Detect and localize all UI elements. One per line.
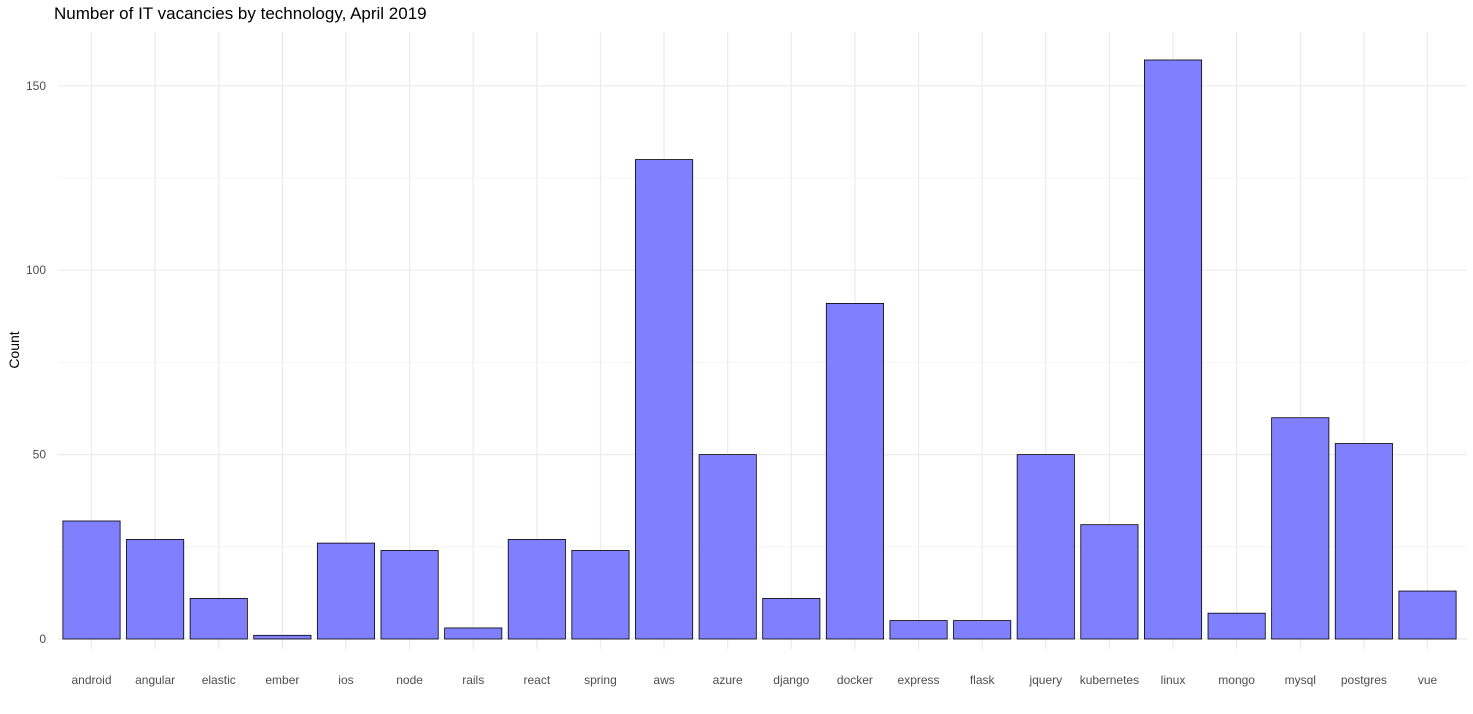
x-tick-label: jquery <box>1028 673 1062 687</box>
x-tick-label: react <box>523 673 550 687</box>
x-tick-label: elastic <box>202 673 236 687</box>
x-tick-label: node <box>396 673 423 687</box>
bar-angular <box>126 539 185 640</box>
x-tick-label: express <box>898 673 940 687</box>
bar-elastic <box>189 598 248 640</box>
bar-vue <box>1398 590 1457 640</box>
bar-node <box>380 550 439 640</box>
x-tick-label: linux <box>1161 673 1186 687</box>
y-tick-label: 50 <box>33 448 47 462</box>
bar-azure <box>698 454 757 640</box>
x-tick-label: angular <box>135 673 175 687</box>
bar-aws <box>635 159 694 640</box>
x-tick-label: flask <box>970 673 996 687</box>
bar-rails <box>444 627 503 640</box>
x-tick-label: rails <box>462 673 484 687</box>
x-tick-label: kubernetes <box>1080 673 1139 687</box>
x-tick-label: postgres <box>1341 673 1387 687</box>
bar-postgres <box>1334 443 1393 640</box>
x-tick-label: ios <box>338 673 353 687</box>
bar-mongo <box>1207 612 1266 640</box>
bar-mysql <box>1271 417 1330 640</box>
x-tick-label: ember <box>265 673 299 687</box>
x-tick-label: spring <box>584 673 617 687</box>
bar-spring <box>571 550 630 640</box>
bar-android <box>62 520 121 640</box>
bar-ember <box>253 634 312 640</box>
bar-ios <box>316 542 376 640</box>
bar-linux <box>1143 59 1203 640</box>
x-tick-label: mongo <box>1218 673 1255 687</box>
bar-express <box>889 620 948 640</box>
bar-jquery <box>1016 454 1075 640</box>
x-tick-label: android <box>71 673 111 687</box>
x-tick-label: docker <box>837 673 873 687</box>
x-tick-label: django <box>773 673 809 687</box>
bar-react <box>507 539 566 640</box>
y-tick-label: 100 <box>26 263 46 277</box>
x-tick-label: azure <box>713 673 743 687</box>
y-tick-label: 0 <box>39 632 46 646</box>
y-tick-label: 150 <box>26 79 46 93</box>
chart-title: Number of IT vacancies by technology, Ap… <box>54 4 427 23</box>
bar-kubernetes <box>1080 524 1139 640</box>
bar-django <box>762 598 821 640</box>
bar-flask <box>953 620 1012 640</box>
x-tick-label: mysql <box>1285 673 1316 687</box>
bar-docker <box>825 303 884 640</box>
x-tick-label: aws <box>653 673 674 687</box>
x-tick-label: vue <box>1418 673 1438 687</box>
